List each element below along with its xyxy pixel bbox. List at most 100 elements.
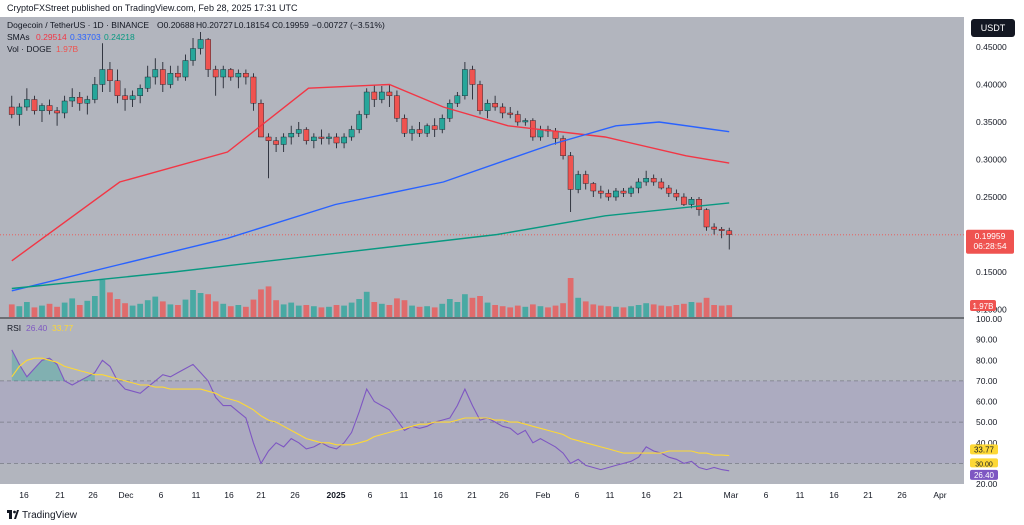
candle-body[interactable] [356,114,363,130]
rsi-legend-label[interactable]: RSI [7,323,21,333]
candle-body[interactable] [582,174,589,184]
candle-body[interactable] [590,183,597,192]
candle-body[interactable] [628,187,634,194]
candle-body[interactable] [605,193,612,198]
candle-body[interactable] [575,174,582,190]
candle-body[interactable] [16,106,23,115]
candle-body[interactable] [175,73,181,78]
candle-body[interactable] [152,69,159,78]
candle-body[interactable] [567,155,574,190]
candle-body[interactable] [212,69,219,78]
rsi-pane[interactable] [0,319,964,484]
sma-line-3[interactable] [11,202,730,290]
candle-body[interactable] [235,73,242,78]
candle-body[interactable] [469,69,476,85]
candle-body[interactable] [122,95,128,100]
candle-body[interactable] [522,120,529,123]
candle-body[interactable] [61,100,68,114]
sma-legend-label[interactable]: SMAs [7,32,30,42]
candle-body[interactable] [114,80,121,96]
time-axis[interactable] [0,484,1024,505]
candle-body[interactable] [303,129,310,141]
candle-body[interactable] [462,69,468,96]
candle-body[interactable] [431,125,438,130]
tradingview-logo-icon[interactable] [7,510,19,520]
candle-body[interactable] [386,91,393,96]
candle-body[interactable] [333,136,340,144]
candle-body[interactable] [681,196,687,205]
candle-body[interactable] [144,76,151,89]
price-pane[interactable] [0,17,964,317]
candle-body[interactable] [597,190,604,194]
candle-body[interactable] [129,95,136,100]
candle-body[interactable] [658,181,665,189]
rsi-line[interactable] [11,349,730,472]
candle-body[interactable] [258,103,264,138]
candle-body[interactable] [378,91,385,100]
candle-body[interactable] [182,60,189,78]
candle-body[interactable] [696,199,702,210]
candle-body[interactable] [24,99,30,108]
sma-line-2[interactable] [11,121,730,292]
candle-body[interactable] [137,88,144,96]
candle-body[interactable] [326,136,332,139]
footer-brand[interactable]: TradingView [22,510,78,521]
candle-body[interactable] [409,129,415,134]
currency-badge[interactable]: USDT [971,19,1015,37]
candle-body[interactable] [620,190,627,194]
candle-body[interactable] [197,39,204,49]
candle-body[interactable] [341,136,347,144]
candle-body[interactable] [243,73,249,78]
candle-body[interactable] [159,69,166,85]
candle-body[interactable] [711,226,717,230]
candle-body[interactable] [613,190,619,198]
candle-body[interactable] [107,69,113,81]
candle-body[interactable] [280,136,287,145]
candle-body[interactable] [507,112,514,115]
candle-body[interactable] [167,73,174,85]
candle-body[interactable] [514,114,521,123]
candle-body[interactable] [348,129,355,138]
candle-body[interactable] [446,103,453,119]
candle-body[interactable] [265,136,272,141]
candle-body[interactable] [703,209,710,228]
candle-body[interactable] [190,48,196,61]
candle-body[interactable] [363,91,370,115]
candle-body[interactable] [371,91,378,100]
candle-body[interactable] [76,97,83,104]
candle-body[interactable] [311,136,317,141]
candle-body[interactable] [84,99,91,104]
candle-body[interactable] [394,95,400,119]
candle-body[interactable] [295,129,302,134]
candle-body[interactable] [227,69,234,78]
candle-body[interactable] [424,125,430,134]
candle-body[interactable] [673,193,680,198]
candle-body[interactable] [643,178,649,183]
candle-body[interactable] [650,178,657,183]
candle-body[interactable] [665,187,672,194]
candle-body[interactable] [69,97,76,102]
candle-body[interactable] [688,199,695,205]
candle-body[interactable] [31,99,38,111]
candle-body[interactable] [560,138,566,156]
candle-body[interactable] [318,136,325,139]
vol-legend-label[interactable]: Vol · DOGE [7,44,52,54]
candle-body[interactable] [499,106,506,114]
candle-body[interactable] [250,76,257,104]
candle-body[interactable] [484,103,491,111]
candle-body[interactable] [8,106,15,115]
candle-body[interactable] [205,39,211,70]
candle-body[interactable] [635,181,642,189]
candle-body[interactable] [54,110,60,114]
candle-body[interactable] [46,105,53,111]
candle-body[interactable] [537,129,544,138]
candle-body[interactable] [220,69,227,78]
candle-body[interactable] [718,229,725,231]
candle-body[interactable] [726,230,733,235]
candle-body[interactable] [492,103,498,108]
candle-body[interactable] [92,84,98,100]
candle-body[interactable] [454,95,461,104]
rsi-ma-line[interactable] [11,357,730,457]
candle-body[interactable] [288,133,295,138]
candle-body[interactable] [401,118,408,134]
